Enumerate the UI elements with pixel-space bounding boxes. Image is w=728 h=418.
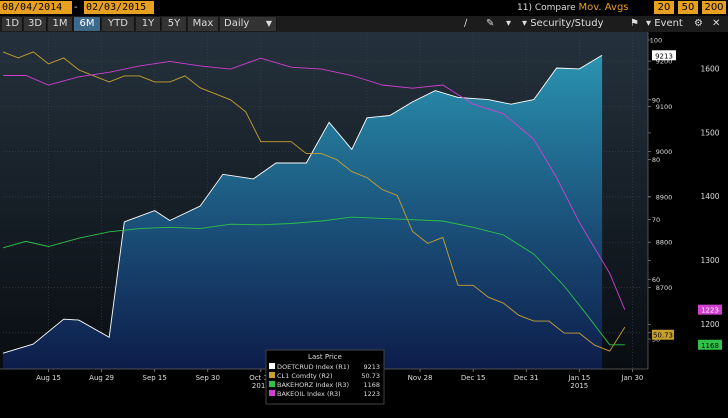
y-tick-label-r3: 1200 <box>700 320 719 329</box>
last-value-badge <box>652 50 676 61</box>
period-1d-button[interactable]: 1D <box>2 17 23 31</box>
event-flag-icon: ⚑ <box>630 18 639 29</box>
toolbar: 1D 3D 1M 6M YTD 1Y 5Y Max Daily ▼ ∕ ✎ ▾ … <box>0 16 728 32</box>
x-tick-label: Dec 31 <box>514 374 539 382</box>
chevron-down-icon: ▾ <box>522 18 531 29</box>
x-tick-label: Dec 15 <box>461 374 486 382</box>
y-tick-label-r1: 8800 <box>656 239 673 247</box>
edit-icon[interactable]: ✎ <box>486 18 495 29</box>
y-tick-label-r1: 8700 <box>656 284 673 292</box>
period-ytd-button[interactable]: YTD <box>102 17 135 31</box>
y-tick-label-r2: 70 <box>652 216 660 224</box>
x-tick-label: Jan 15 <box>567 374 590 382</box>
top-bar: 08/04/2014 - 02/03/2015 11) Compare Mov.… <box>0 0 728 16</box>
y-tick-label-r2: 100 <box>650 36 662 44</box>
legend-swatch <box>269 372 275 378</box>
series-line <box>2 54 603 354</box>
legend-entry: BAKEHORZ Index (R3) 1168 <box>269 381 380 389</box>
compare-menu[interactable]: 11) Compare Mov. Avgs <box>517 1 629 15</box>
mov-avgs-label: Mov. Avgs <box>578 2 629 13</box>
chevron-down-icon: ▾ <box>646 18 655 29</box>
ma-20-input[interactable]: 20 <box>654 1 674 14</box>
period-6m-button[interactable]: 6M <box>74 17 101 31</box>
legend-swatch <box>269 390 275 396</box>
start-date-input[interactable]: 08/04/2014 <box>0 1 72 14</box>
last-value-badge-text: 50.73 <box>653 332 673 340</box>
legend-entry-name: DOETCRUD Index (R1) <box>277 363 349 371</box>
x-year-label: 2014 <box>252 382 270 390</box>
legend-entry-value: 1223 <box>363 390 380 398</box>
close-icon[interactable]: ✕ <box>712 18 721 29</box>
y-tick-label-r3: 1500 <box>700 128 719 137</box>
legend-box <box>265 349 385 405</box>
y-tick-label-r3: 1600 <box>700 65 719 74</box>
frequency-dropdown[interactable]: Daily ▼ <box>220 17 277 31</box>
legend-entry-name: CL1 Comdty (R2) <box>277 372 333 380</box>
period-1m-button[interactable]: 1M <box>48 17 73 31</box>
x-tick-label: Sep 30 <box>196 374 220 382</box>
y-tick-label-r2: 80 <box>652 156 660 164</box>
last-value-badge-text: 9213 <box>655 52 673 60</box>
settings-icon[interactable]: ⚙ <box>694 18 703 29</box>
x-tick-label: Aug 15 <box>36 374 61 382</box>
series-layer <box>2 51 626 370</box>
chevron-down-icon[interactable]: ▾ <box>506 18 512 29</box>
legend-entry: DOETCRUD Index (R1) 9213 <box>269 363 380 371</box>
line-tool-icon[interactable]: ∕ <box>464 18 468 29</box>
end-date-input[interactable]: 02/03/2015 <box>84 1 154 14</box>
ma-200-input[interactable]: 200 <box>702 1 726 14</box>
last-value-badge <box>652 329 674 340</box>
series-area <box>3 55 603 370</box>
legend-entry-name: BAKEHORZ Index (R3) <box>277 381 349 389</box>
y-tick-label-r1: 9000 <box>656 148 673 156</box>
y-tick-label-r2: 60 <box>652 276 660 284</box>
y-tick-label-r2: 90 <box>652 96 660 104</box>
legend-entry: BAKEOIL Index (R3) 1223 <box>269 390 380 398</box>
x-tick-label: Sep 15 <box>143 374 167 382</box>
period-1y-button[interactable]: 1Y <box>136 17 161 31</box>
last-value-badge <box>698 304 722 315</box>
x-tick-label: Nov 28 <box>408 374 433 382</box>
legend-entry-name: BAKEOIL Index (R3) <box>277 390 341 398</box>
y-tick-label-r3: 1400 <box>700 192 719 201</box>
x-tick-label: Jan 30 <box>620 374 643 382</box>
event-button[interactable]: ▾ Event <box>646 17 686 31</box>
frequency-label: Daily <box>224 18 250 29</box>
chevron-down-icon: ▼ <box>265 19 272 28</box>
series-line <box>3 57 626 310</box>
last-value-badge-text: 1168 <box>701 342 719 350</box>
legend-swatch <box>269 363 275 369</box>
security-study-button[interactable]: ▾ Security/Study <box>522 17 632 31</box>
security-study-label: Security/Study <box>530 18 604 29</box>
y-tick-label-r1: 9100 <box>656 103 673 111</box>
period-3d-button[interactable]: 3D <box>24 17 47 31</box>
y-tick-label-r3: 1300 <box>700 256 719 265</box>
legend-title: Last Price <box>308 353 342 361</box>
date-separator: - <box>74 2 78 13</box>
last-value-badge <box>698 339 722 350</box>
x-tick-label: Aug 29 <box>89 374 114 382</box>
legend: Last Price DOETCRUD Index (R1) 9213 CL1 … <box>265 349 385 405</box>
legend-swatch <box>269 381 275 387</box>
legend-entry-value: 50.73 <box>361 372 380 380</box>
compare-label: 11) Compare <box>517 3 576 13</box>
legend-entry-value: 1168 <box>363 381 380 389</box>
legend-entry: CL1 Comdty (R2) 50.73 <box>269 372 380 380</box>
legend-entry-value: 9213 <box>363 363 380 371</box>
period-5y-button[interactable]: 5Y <box>162 17 187 31</box>
y-tick-label-r1: 9200 <box>656 58 673 66</box>
period-max-button[interactable]: Max <box>188 17 219 31</box>
series-line <box>2 216 625 346</box>
event-label: Event <box>654 18 683 29</box>
x-tick-label: Oct 15 <box>249 374 272 382</box>
series-line <box>2 51 626 352</box>
x-year-label: 2015 <box>570 382 588 390</box>
last-value-badge-text: 1223 <box>701 307 719 315</box>
y-tick-label-r1: 8900 <box>656 193 673 201</box>
ma-50-input[interactable]: 50 <box>678 1 698 14</box>
